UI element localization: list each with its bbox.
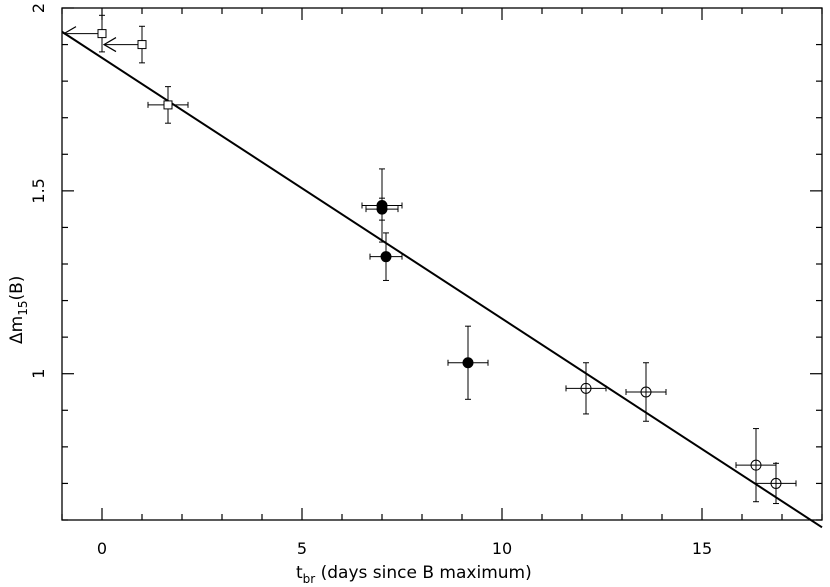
y-axis-label: Δm15(B) — [7, 276, 30, 344]
data-point — [102, 25, 147, 64]
y-tick-label: 1 — [29, 369, 48, 379]
y-axis-label-rest: (B) — [7, 276, 27, 301]
x-axis-label-rest: (days since B maximum) — [315, 563, 531, 583]
y-axis-label-sub: 15 — [16, 301, 30, 316]
plot-frame — [61, 7, 823, 521]
data-point — [735, 428, 777, 503]
data-point — [565, 362, 607, 415]
data-point — [625, 362, 667, 422]
data-point — [755, 462, 797, 505]
x-tick-label: 15 — [692, 539, 712, 558]
y-tick-label: 2 — [29, 3, 48, 13]
y-axis-label-main: Δm — [7, 316, 27, 344]
y-tick-label: 1.5 — [29, 178, 48, 203]
data-points — [62, 14, 797, 505]
data-point — [62, 14, 107, 53]
data-point — [147, 86, 189, 124]
x-axis-label-sub: br — [303, 572, 316, 586]
fit-line — [61, 30, 823, 529]
x-tick-label: 5 — [297, 539, 307, 558]
data-point — [365, 197, 399, 221]
x-axis-label-main: t — [296, 563, 303, 583]
x-tick-label: 0 — [97, 539, 107, 558]
x-axis-label: tbr (days since B maximum) — [296, 563, 532, 586]
data-point — [369, 232, 403, 281]
data-point — [447, 325, 489, 400]
x-tick-label: 10 — [492, 539, 512, 558]
ticks — [61, 7, 823, 521]
tick-labels: 0 5 10 15 1 1.5 2 — [29, 3, 712, 558]
